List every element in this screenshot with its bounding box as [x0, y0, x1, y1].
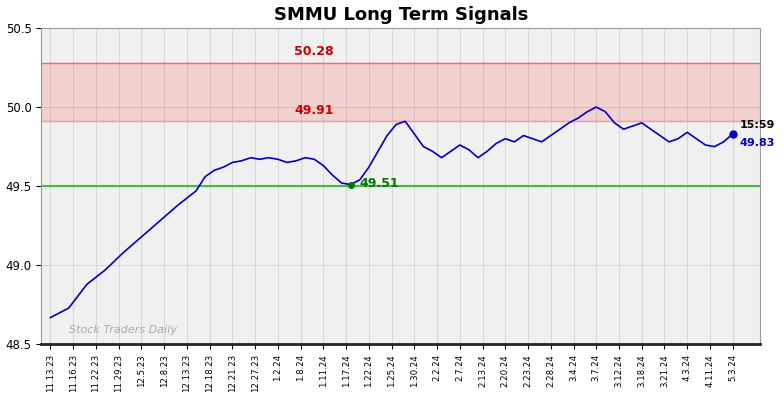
- Bar: [42, 63, 760, 121]
- Text: 50.28: 50.28: [295, 45, 334, 58]
- Text: 49.51: 49.51: [360, 177, 399, 190]
- Text: Stock Traders Daily: Stock Traders Daily: [69, 325, 176, 335]
- Text: 15:59: 15:59: [740, 120, 775, 130]
- Text: 49.83: 49.83: [740, 138, 775, 148]
- Title: SMMU Long Term Signals: SMMU Long Term Signals: [274, 6, 528, 23]
- Text: 49.91: 49.91: [295, 103, 334, 117]
